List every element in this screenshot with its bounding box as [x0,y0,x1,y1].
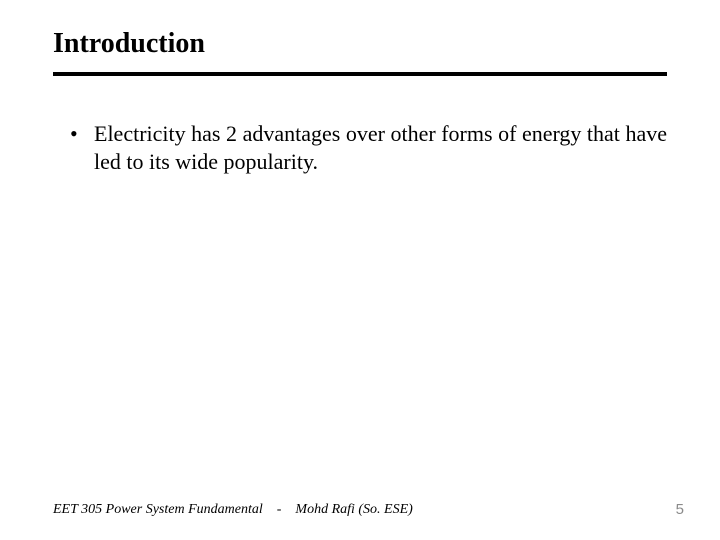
footer-author: Mohd Rafi (So. ESE) [295,502,412,517]
slide-body: • Electricity has 2 advantages over othe… [70,120,667,176]
footer-course: EET 305 Power System Fundamental [53,502,263,517]
bullet-marker: • [70,120,94,176]
page-number: 5 [676,501,684,518]
footer: EET 305 Power System Fundamental - Mohd … [53,502,413,518]
slide: Introduction • Electricity has 2 advanta… [0,0,720,540]
title-underline [53,72,667,76]
footer-separator: - [277,502,282,517]
bullet-item: • Electricity has 2 advantages over othe… [70,120,667,176]
slide-title: Introduction [53,28,205,60]
bullet-text: Electricity has 2 advantages over other … [94,120,667,176]
